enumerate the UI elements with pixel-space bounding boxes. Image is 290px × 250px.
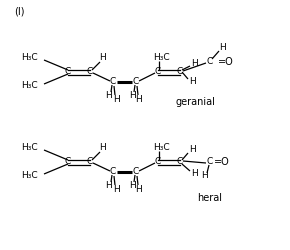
Text: H: H xyxy=(202,172,209,180)
Text: H₃C: H₃C xyxy=(21,172,38,180)
Text: H: H xyxy=(191,60,197,68)
Text: =O: =O xyxy=(214,157,230,167)
Text: H: H xyxy=(99,54,105,62)
Text: H: H xyxy=(188,146,195,154)
Text: C: C xyxy=(177,158,183,166)
Text: C: C xyxy=(207,58,213,66)
Text: C: C xyxy=(155,68,161,76)
Text: H: H xyxy=(129,92,135,100)
Text: C: C xyxy=(65,68,71,76)
Text: H: H xyxy=(136,186,142,194)
Text: =O: =O xyxy=(218,57,234,67)
Text: H: H xyxy=(99,144,105,152)
Text: H₃C: H₃C xyxy=(21,82,38,90)
Text: (I): (I) xyxy=(14,7,24,17)
Text: heral: heral xyxy=(197,193,222,203)
Text: H: H xyxy=(113,186,119,194)
Text: H: H xyxy=(129,182,135,190)
Text: H: H xyxy=(106,92,113,100)
Text: C: C xyxy=(65,158,71,166)
Text: geranial: geranial xyxy=(175,97,215,107)
Text: H: H xyxy=(191,170,197,178)
Text: H₃C: H₃C xyxy=(21,54,38,62)
Text: C: C xyxy=(133,168,139,176)
Text: C: C xyxy=(177,68,183,76)
Text: C: C xyxy=(155,158,161,166)
Text: H: H xyxy=(188,78,195,86)
Text: C: C xyxy=(87,68,93,76)
Text: H₃C: H₃C xyxy=(21,144,38,152)
Text: H: H xyxy=(106,182,113,190)
Text: H: H xyxy=(113,96,119,104)
Text: H₃C: H₃C xyxy=(153,52,169,62)
Text: C: C xyxy=(110,168,116,176)
Text: H: H xyxy=(219,44,225,52)
Text: C: C xyxy=(110,78,116,86)
Text: H: H xyxy=(136,96,142,104)
Text: C: C xyxy=(133,78,139,86)
Text: C: C xyxy=(87,158,93,166)
Text: H₃C: H₃C xyxy=(153,142,169,152)
Text: C: C xyxy=(207,158,213,166)
